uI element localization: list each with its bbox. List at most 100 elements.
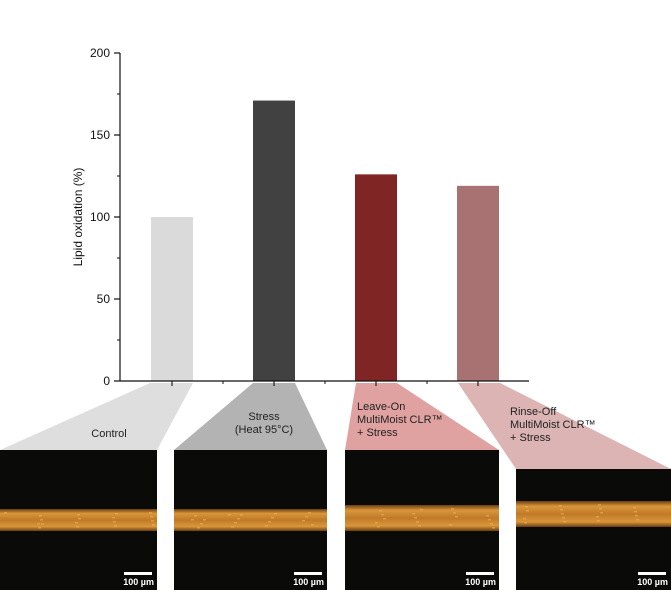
fiber-texture	[560, 509, 563, 511]
fiber-texture	[559, 505, 562, 507]
category-label-line: Leave-On	[357, 401, 405, 413]
fiber-texture	[563, 521, 566, 523]
fiber-texture	[375, 522, 378, 524]
scale-bar	[124, 572, 152, 575]
scale-bar-label: 100 µm	[637, 577, 668, 587]
bar-2	[253, 100, 295, 381]
fiber-texture	[599, 508, 602, 510]
fiber-texture	[416, 521, 419, 523]
fiber-texture	[114, 525, 117, 527]
fiber-texture	[41, 523, 44, 525]
fiber-texture	[377, 526, 380, 528]
fiber-texture	[414, 517, 417, 519]
fiber-texture	[308, 512, 311, 514]
micrograph-1: 100 µm	[0, 450, 157, 590]
fiber-texture	[379, 510, 382, 512]
fiber-texture	[600, 512, 603, 514]
fiber-texture	[561, 513, 564, 515]
category-label-line: Control	[91, 428, 126, 440]
hair-fiber	[516, 501, 671, 527]
y-tick-label: 100	[90, 210, 110, 224]
x-ticks	[171, 381, 479, 386]
fiber-texture	[274, 513, 277, 515]
fiber-texture	[271, 517, 274, 519]
fiber-texture	[151, 520, 154, 522]
fiber-texture	[412, 513, 415, 515]
y-tick-label: 0	[103, 374, 110, 388]
micrograph-3: 100 µm	[345, 450, 499, 590]
scale-bar	[638, 572, 666, 575]
fiber-texture	[194, 515, 197, 517]
fiber-texture	[634, 511, 637, 513]
bar-3	[355, 174, 397, 381]
category-label-2: Stress (Heat 95°C)	[235, 411, 293, 436]
fiber-texture	[486, 515, 489, 517]
fiber-texture	[453, 512, 456, 514]
fiber-texture	[115, 513, 118, 515]
funnel-1	[0, 383, 193, 450]
scale-bar-label: 100 µm	[123, 577, 154, 587]
fiber-texture	[598, 504, 601, 506]
fiber-texture	[76, 526, 79, 528]
fiber-texture	[234, 522, 237, 524]
category-label-line: MultiMoist CLR™	[357, 414, 443, 426]
micrograph-panels: 100 µm 100 µm 100 µm 100 µm	[0, 450, 671, 590]
fiber-texture	[597, 520, 600, 522]
funnel-3	[345, 383, 499, 450]
fiber-texture	[268, 521, 271, 523]
scale-bar-label: 100 µm	[293, 577, 324, 587]
category-label-line: Rinse-Off	[510, 406, 557, 418]
fiber-texture	[77, 514, 80, 516]
fiber-texture	[523, 518, 526, 520]
hair-fiber	[345, 505, 499, 531]
y-tick-label: 200	[90, 46, 110, 60]
fiber-texture	[311, 524, 314, 526]
fiber-texture	[4, 512, 7, 514]
y-ticks: 0 50 100 150 200	[90, 46, 120, 388]
category-label-line: + Stress	[510, 432, 551, 444]
fiber-texture	[203, 519, 206, 521]
fiber-texture	[449, 524, 452, 526]
category-label-line: MultiMoist CLR™	[510, 419, 596, 431]
fiber-texture	[40, 519, 43, 521]
fiber-texture	[231, 526, 234, 528]
bars	[151, 100, 499, 381]
funnel-4	[458, 383, 671, 469]
category-label-3: Leave-On MultiMoist CLR™ + Stress	[357, 401, 443, 439]
fiber-texture	[418, 525, 421, 527]
fiber-texture	[455, 516, 458, 518]
scale-bar	[294, 572, 322, 575]
fiber-texture	[381, 514, 384, 516]
scale-bar	[466, 572, 494, 575]
fiber-texture	[305, 516, 308, 518]
fiber-texture	[240, 514, 243, 516]
fiber-texture	[633, 507, 636, 509]
category-label-line: + Stress	[357, 427, 398, 439]
fiber-texture	[562, 517, 565, 519]
bar-4	[457, 185, 499, 381]
scale-bar-label: 100 µm	[465, 577, 496, 587]
fiber-texture	[526, 510, 529, 512]
category-label-4: Rinse-Off MultiMoist CLR™ + Stress	[510, 406, 596, 444]
hair-fiber	[0, 509, 157, 531]
fiber-texture	[383, 518, 386, 520]
fiber-texture	[492, 527, 495, 529]
funnel-connectors	[0, 383, 671, 469]
micrograph-2: 100 µm	[174, 450, 327, 590]
category-label-line: (Heat 95°C)	[235, 424, 293, 436]
fiber-texture	[596, 516, 599, 518]
bar-chart: 0 50 100 150 200 Lipid oxidation (%)	[71, 46, 529, 388]
fiber-texture	[524, 522, 527, 524]
y-tick-label: 50	[97, 292, 111, 306]
fiber-texture	[525, 506, 528, 508]
fiber-texture	[237, 518, 240, 520]
fiber-texture	[420, 509, 423, 511]
y-axis-label: Lipid oxidation (%)	[71, 168, 85, 267]
fiber-texture	[490, 523, 493, 525]
fiber-texture	[228, 514, 231, 516]
fiber-texture	[488, 519, 491, 521]
fiber-texture	[265, 525, 268, 527]
fiber-texture	[149, 512, 152, 514]
